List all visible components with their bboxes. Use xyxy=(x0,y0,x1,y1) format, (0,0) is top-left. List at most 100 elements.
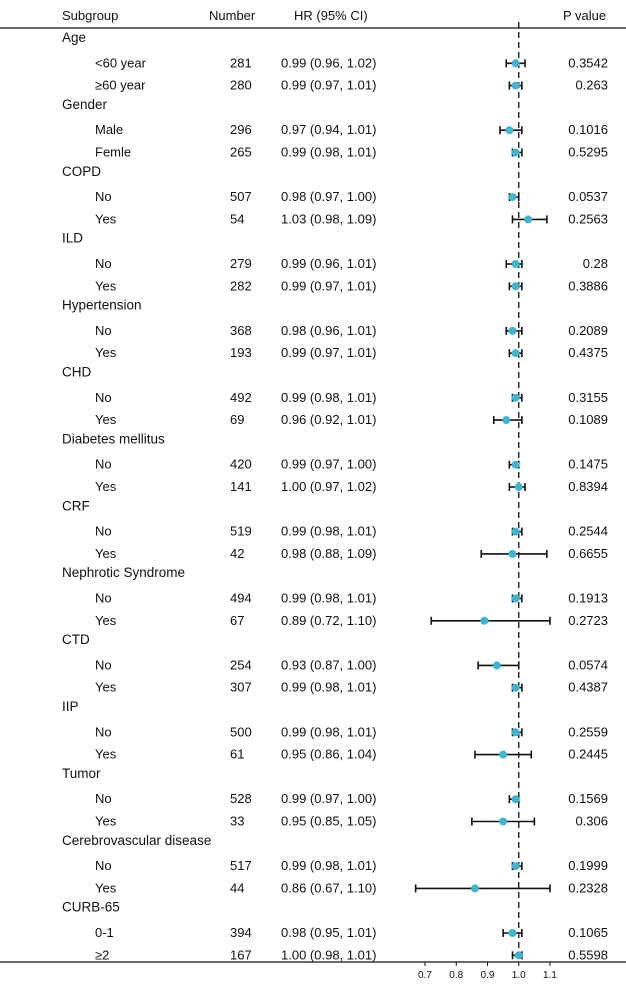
subgroup-label: Yes xyxy=(95,613,117,628)
p-value-cell: 0.1065 xyxy=(568,925,608,940)
group-label: Diabetes mellitus xyxy=(62,431,165,446)
number-cell: 67 xyxy=(230,613,244,628)
p-value-cell: 0.3542 xyxy=(568,55,608,70)
hr-point xyxy=(511,393,520,402)
x-axis: 0.7 0.8 0.9 1.0 1.1 xyxy=(418,962,557,981)
hr-ci-cell: 0.99 (0.97, 1.00) xyxy=(281,791,376,806)
hr-point xyxy=(511,81,520,90)
group-label: Tumor xyxy=(62,766,101,781)
hr-point xyxy=(499,817,508,826)
subgroup-label: ≥2 xyxy=(95,947,109,962)
p-value-cell: 0.1089 xyxy=(568,412,608,427)
number-cell: 33 xyxy=(230,814,244,829)
number-cell: 494 xyxy=(230,591,252,606)
group-label: CURB-65 xyxy=(62,900,120,915)
header-subgroup: Subgroup xyxy=(62,8,118,23)
subgroup-label: No xyxy=(95,457,112,472)
hr-point xyxy=(511,795,520,804)
header-number: Number xyxy=(209,8,256,23)
group-label: CRF xyxy=(62,498,90,513)
hr-point xyxy=(511,683,520,692)
number-cell: 167 xyxy=(230,947,252,962)
number-cell: 507 xyxy=(230,189,252,204)
subgroup-label: No xyxy=(95,591,112,606)
x-tick-label: 0.8 xyxy=(449,970,463,981)
hr-ci-cell: 0.99 (0.98, 1.01) xyxy=(281,724,376,739)
p-value-cell: 0.6655 xyxy=(568,546,608,561)
hr-ci-cell: 0.98 (0.96, 1.01) xyxy=(281,323,376,338)
p-value-cell: 0.263 xyxy=(575,78,608,93)
subgroup-label: Yes xyxy=(95,680,117,695)
subgroup-label: No xyxy=(95,390,112,405)
subgroup-label: ≥60 year xyxy=(95,78,146,93)
subgroup-label: No xyxy=(95,858,112,873)
hr-ci-cell: 0.99 (0.98, 1.01) xyxy=(281,680,376,695)
group-label: Cerebrovascular disease xyxy=(62,833,211,848)
subgroup-label: Yes xyxy=(95,880,117,895)
subgroup-label: 0-1 xyxy=(95,925,114,940)
subgroup-label: Yes xyxy=(95,479,117,494)
hr-ci-cell: 0.86 (0.67, 1.10) xyxy=(281,880,376,895)
number-cell: 254 xyxy=(230,657,252,672)
p-value-cell: 0.0537 xyxy=(568,189,608,204)
hr-ci-cell: 1.00 (0.98, 1.01) xyxy=(281,947,376,962)
hr-point xyxy=(511,460,520,469)
group-label: IIP xyxy=(62,699,79,714)
hr-ci-cell: 0.98 (0.97, 1.00) xyxy=(281,189,376,204)
x-tick-label: 1.0 xyxy=(512,970,526,981)
hr-ci-cell: 1.00 (0.97, 1.02) xyxy=(281,479,376,494)
subgroup-label: Yes xyxy=(95,278,117,293)
number-cell: 44 xyxy=(230,880,244,895)
hr-ci-cell: 0.97 (0.94, 1.01) xyxy=(281,122,376,137)
hr-ci-cell: 0.99 (0.98, 1.01) xyxy=(281,591,376,606)
subgroup-label: No xyxy=(95,323,112,338)
subgroup-label: No xyxy=(95,524,112,539)
hr-point xyxy=(508,326,517,335)
number-cell: 282 xyxy=(230,278,252,293)
number-cell: 394 xyxy=(230,925,252,940)
p-value-cell: 0.2445 xyxy=(568,747,608,762)
group-label: Age xyxy=(62,30,86,45)
number-cell: 141 xyxy=(230,479,252,494)
group-label: CTD xyxy=(62,632,90,647)
p-value-cell: 0.1569 xyxy=(568,791,608,806)
hr-ci-cell: 0.99 (0.97, 1.00) xyxy=(281,457,376,472)
number-cell: 42 xyxy=(230,546,244,561)
x-tick-label: 0.9 xyxy=(481,970,495,981)
p-value-cell: 0.8394 xyxy=(568,479,608,494)
number-cell: 193 xyxy=(230,345,252,360)
number-cell: 500 xyxy=(230,724,252,739)
p-value-cell: 0.5295 xyxy=(568,145,608,160)
hr-ci-cell: 0.98 (0.95, 1.01) xyxy=(281,925,376,940)
hr-point xyxy=(480,616,489,625)
hr-ci-cell: 1.03 (0.98, 1.09) xyxy=(281,211,376,226)
hr-point xyxy=(514,951,523,960)
p-value-cell: 0.306 xyxy=(575,814,608,829)
hr-point xyxy=(499,750,508,759)
subgroup-label: No xyxy=(95,189,112,204)
number-cell: 265 xyxy=(230,145,252,160)
x-tick-label: 1.1 xyxy=(543,970,557,981)
hr-point xyxy=(505,126,514,135)
subgroup-label: Yes xyxy=(95,814,117,829)
p-value-cell: 0.2723 xyxy=(568,613,608,628)
hr-point xyxy=(511,260,520,268)
hr-ci-cell: 0.99 (0.98, 1.01) xyxy=(281,858,376,873)
number-cell: 368 xyxy=(230,323,252,338)
hr-point xyxy=(511,59,520,68)
p-value-cell: 0.1913 xyxy=(568,591,608,606)
p-value-cell: 0.28 xyxy=(583,256,608,271)
hr-ci-cell: 0.93 (0.87, 1.00) xyxy=(281,657,376,672)
hr-point xyxy=(492,661,501,670)
p-value-cell: 0.2328 xyxy=(568,880,608,895)
hr-point xyxy=(508,193,517,202)
group-label: Nephrotic Syndrome xyxy=(62,565,185,580)
number-cell: 280 xyxy=(230,78,252,93)
subgroup-label: Yes xyxy=(95,546,117,561)
hr-ci-cell: 0.99 (0.97, 1.01) xyxy=(281,345,376,360)
hr-point xyxy=(514,483,523,491)
number-cell: 296 xyxy=(230,122,252,137)
hr-ci-cell: 0.95 (0.85, 1.05) xyxy=(281,814,376,829)
number-cell: 492 xyxy=(230,390,252,405)
